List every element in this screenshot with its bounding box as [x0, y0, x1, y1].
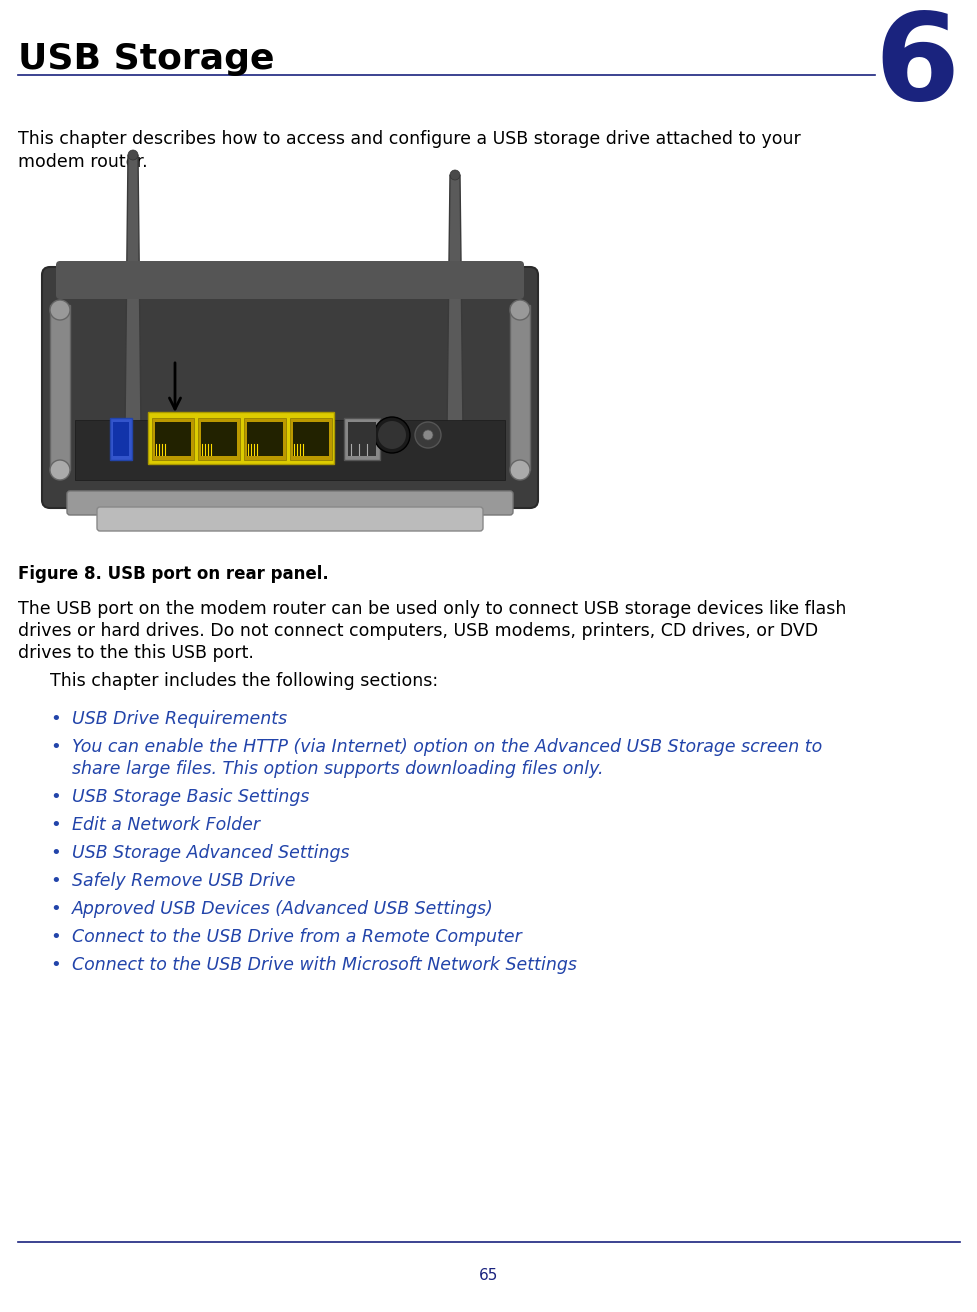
- FancyBboxPatch shape: [56, 261, 524, 299]
- Text: •: •: [50, 928, 61, 946]
- Text: This chapter describes how to access and configure a USB storage drive attached : This chapter describes how to access and…: [18, 130, 800, 148]
- Circle shape: [50, 461, 70, 480]
- Circle shape: [414, 422, 441, 447]
- Polygon shape: [125, 155, 141, 430]
- Text: •: •: [50, 844, 61, 862]
- Text: Connect to the USB Drive from a Remote Computer: Connect to the USB Drive from a Remote C…: [72, 928, 521, 946]
- FancyBboxPatch shape: [67, 491, 513, 516]
- Text: 65: 65: [479, 1267, 498, 1283]
- Bar: [197, 419, 239, 461]
- Circle shape: [373, 417, 409, 453]
- Bar: [509, 304, 530, 470]
- Text: USB Storage: USB Storage: [18, 42, 275, 76]
- Text: USB Storage Advanced Settings: USB Storage Advanced Settings: [72, 844, 349, 862]
- Bar: [113, 422, 129, 457]
- Bar: [247, 422, 282, 457]
- Text: •: •: [50, 900, 61, 918]
- Text: •: •: [50, 956, 61, 974]
- Bar: [348, 422, 375, 457]
- Circle shape: [509, 461, 530, 480]
- Text: drives to the this USB port.: drives to the this USB port.: [18, 644, 254, 663]
- Text: Connect to the USB Drive with Microsoft Network Settings: Connect to the USB Drive with Microsoft …: [72, 956, 576, 974]
- Bar: [201, 422, 236, 457]
- Bar: [293, 422, 328, 457]
- Text: USB Drive Requirements: USB Drive Requirements: [72, 710, 287, 728]
- FancyBboxPatch shape: [97, 506, 483, 531]
- Polygon shape: [446, 174, 462, 430]
- Circle shape: [128, 150, 138, 160]
- Bar: [151, 419, 193, 461]
- Circle shape: [509, 300, 530, 320]
- Text: share large files. This option supports downloading files only.: share large files. This option supports …: [72, 760, 603, 778]
- Bar: [243, 419, 285, 461]
- Text: 6: 6: [874, 8, 959, 125]
- Text: The USB port on the modem router can be used only to connect USB storage devices: The USB port on the modem router can be …: [18, 600, 845, 618]
- Text: This chapter includes the following sections:: This chapter includes the following sect…: [50, 672, 438, 690]
- Circle shape: [50, 300, 70, 320]
- Text: •: •: [50, 737, 61, 756]
- Circle shape: [449, 171, 459, 180]
- Text: Approved USB Devices (Advanced USB Settings): Approved USB Devices (Advanced USB Setti…: [72, 900, 493, 918]
- Bar: [290, 419, 331, 461]
- Text: Safely Remove USB Drive: Safely Remove USB Drive: [72, 872, 295, 890]
- Bar: [50, 304, 70, 470]
- Text: Edit a Network Folder: Edit a Network Folder: [72, 816, 260, 834]
- Text: •: •: [50, 710, 61, 728]
- Bar: [75, 420, 504, 480]
- Text: modem router.: modem router.: [18, 154, 148, 171]
- Circle shape: [378, 421, 405, 449]
- Bar: [109, 419, 132, 461]
- Text: drives or hard drives. Do not connect computers, USB modems, printers, CD drives: drives or hard drives. Do not connect co…: [18, 622, 818, 640]
- Bar: [154, 422, 191, 457]
- Text: •: •: [50, 872, 61, 890]
- Bar: [148, 412, 334, 464]
- Text: Figure 8. USB port on rear panel.: Figure 8. USB port on rear panel.: [18, 565, 328, 583]
- FancyBboxPatch shape: [42, 268, 537, 508]
- Text: You can enable the HTTP (via Internet) option on the Advanced USB Storage screen: You can enable the HTTP (via Internet) o…: [72, 737, 822, 756]
- Circle shape: [423, 430, 433, 440]
- Text: •: •: [50, 816, 61, 834]
- Text: USB Storage Basic Settings: USB Storage Basic Settings: [72, 789, 309, 806]
- Text: •: •: [50, 789, 61, 806]
- Bar: [344, 419, 380, 461]
